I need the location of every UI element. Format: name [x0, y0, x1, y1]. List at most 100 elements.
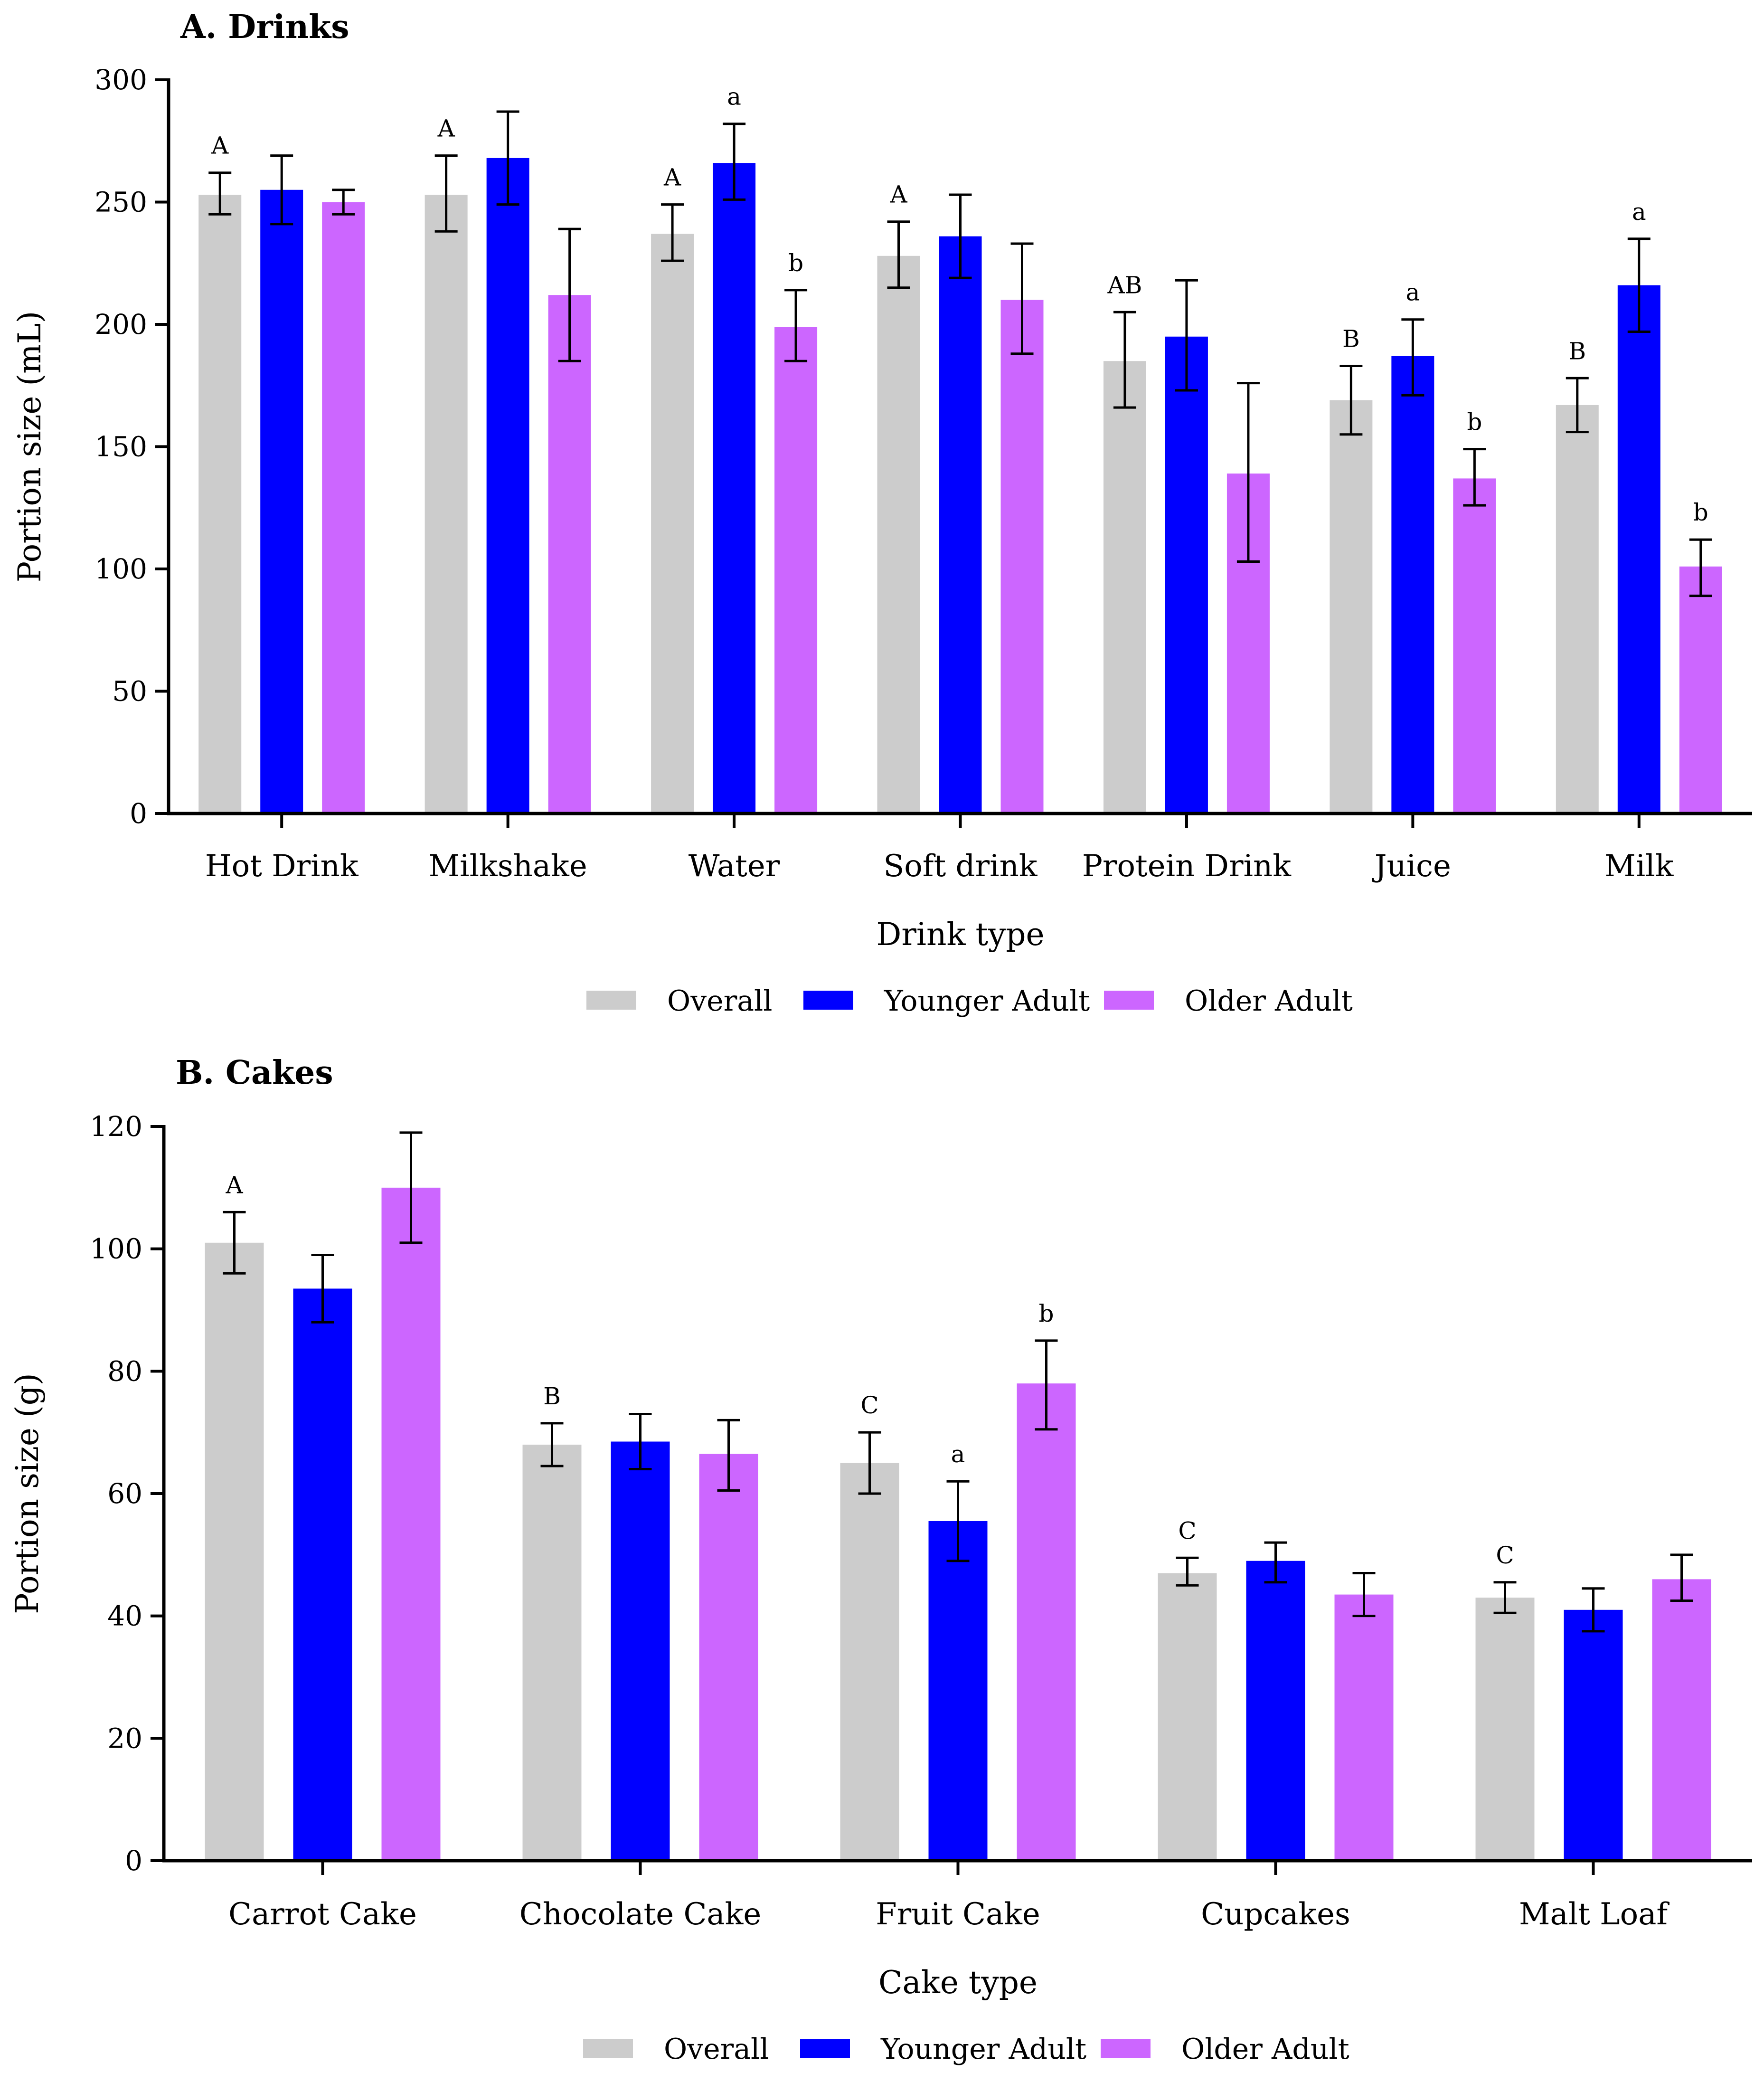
bar-malt-loaf-younger-adult: [1564, 1609, 1623, 1861]
bar-carrot-cake-younger-adult: [293, 1288, 352, 1861]
error-bar: [1463, 448, 1486, 507]
bar-cupcakes-older-adult: [1334, 1594, 1394, 1861]
bar-milk-younger-adult: [1617, 285, 1660, 814]
significance-label: b: [1693, 499, 1708, 526]
bar-soft-drink-older-adult: [1000, 300, 1044, 814]
error-bar: [1352, 1571, 1376, 1618]
panel-cakes: B. Cakes A B Ca b C C 0 20 40 60 80 100 120 Carrot Cak…: [9, 1054, 1752, 2066]
significance-label: AB: [1107, 271, 1142, 299]
significance-label: C: [1496, 1542, 1514, 1569]
x-tick-label: Milk: [1604, 849, 1674, 884]
significance-label: A: [889, 181, 907, 208]
bar-chocolate-cake-older-adult: [699, 1454, 758, 1861]
significance-label: A: [211, 132, 229, 160]
y-tick-label: 50: [112, 675, 147, 708]
bar-milkshake-overall: [424, 195, 468, 814]
bar-milkshake-older-adult: [548, 295, 591, 814]
error-bar: [949, 193, 972, 279]
significance-label: b: [1038, 1300, 1054, 1327]
legend: Overall Younger Adult Older Adult: [586, 984, 1353, 1018]
bar-juice-younger-adult: [1391, 356, 1434, 814]
significance-label: a: [1632, 198, 1646, 226]
error-bar: [496, 110, 519, 206]
significance-label: a: [1406, 279, 1420, 306]
x-tick-label: Carrot Cake: [228, 1897, 417, 1932]
bar-water-overall: [651, 234, 694, 814]
legend-label: Younger Adult: [880, 2033, 1086, 2066]
bar-malt-loaf-older-adult: [1652, 1579, 1711, 1861]
legend-swatch: [803, 991, 853, 1010]
legend-label: Older Adult: [1181, 2033, 1349, 2066]
error-bar: [332, 189, 355, 216]
legend-label: Overall: [664, 2033, 769, 2066]
error-bar: [723, 123, 746, 201]
error-bar: [1689, 538, 1712, 597]
bar-protein-drink-younger-adult: [1165, 336, 1208, 814]
bar-milkshake-younger-adult: [486, 158, 529, 814]
error-bar: [1493, 1581, 1517, 1614]
y-axis-title: Portion size (g): [9, 1373, 46, 1614]
y-tick-label: 40: [107, 1600, 142, 1632]
error-bar: [1176, 1556, 1199, 1587]
error-bar: [717, 1419, 740, 1492]
bar-fruit-cake-younger-adult: [928, 1521, 988, 1861]
x-tick-label: Chocolate Cake: [519, 1897, 761, 1932]
significance-label: a: [951, 1440, 965, 1468]
error-bar: [540, 1422, 564, 1467]
error-bar: [434, 154, 458, 233]
x-tick-label: Water: [689, 849, 780, 884]
bar-fruit-cake-overall: [840, 1463, 899, 1861]
chart-title: A. Drinks: [180, 8, 349, 46]
error-bar: [1264, 1541, 1287, 1584]
error-bar: [1175, 279, 1198, 392]
x-tick-label: Fruit Cake: [876, 1897, 1040, 1932]
legend-swatch: [583, 2039, 633, 2058]
y-tick-label: 300: [94, 64, 147, 96]
bar-chocolate-cake-overall: [522, 1444, 582, 1861]
y-tick-label: 200: [94, 308, 147, 341]
error-bar: [223, 1211, 246, 1275]
bar-hot-drink-younger-adult: [260, 189, 303, 814]
significance-label: A: [663, 164, 681, 191]
error-bar: [1236, 382, 1260, 563]
error-bar: [1010, 242, 1034, 355]
bar-malt-loaf-overall: [1475, 1598, 1535, 1861]
bar-cupcakes-younger-adult: [1246, 1561, 1305, 1861]
y-tick-label: 150: [94, 431, 147, 463]
legend-swatch: [586, 991, 636, 1010]
bar-fruit-cake-older-adult: [1017, 1383, 1076, 1861]
bar-protein-drink-overall: [1103, 361, 1146, 814]
x-tick-label: Milkshake: [429, 849, 587, 884]
error-bar: [1113, 311, 1136, 409]
error-bar: [629, 1413, 652, 1470]
bar-hot-drink-overall: [198, 195, 242, 814]
bar-hot-drink-older-adult: [322, 202, 365, 814]
y-tick-label: 20: [107, 1722, 142, 1754]
bar-juice-older-adult: [1453, 478, 1496, 814]
y-tick-label: 0: [125, 1845, 142, 1877]
error-bar: [784, 289, 808, 362]
x-tick-label: Soft drink: [883, 849, 1038, 884]
x-tick-label: Hot Drink: [205, 849, 359, 884]
bar-milk-older-adult: [1679, 566, 1722, 814]
legend-swatch: [1104, 991, 1154, 1010]
error-bar: [311, 1254, 334, 1324]
significance-label: a: [727, 83, 741, 111]
y-tick-label: 100: [90, 1233, 142, 1265]
legend-swatch: [1101, 2039, 1151, 2058]
bar-carrot-cake-older-adult: [381, 1187, 441, 1861]
error-bar: [1627, 237, 1651, 333]
y-tick-label: 120: [90, 1110, 142, 1143]
bar-soft-drink-younger-adult: [939, 236, 982, 814]
x-tick-label: Cupcakes: [1201, 1897, 1350, 1932]
panel-drinks: A. Drinks A A Aa b A AB Ba b Ba b 0 50 100 150 200 250 30…: [11, 8, 1752, 1018]
legend-swatch: [800, 2039, 850, 2058]
x-axis-title: Drink type: [876, 916, 1044, 953]
x-tick-label: Protein Drink: [1082, 849, 1292, 884]
significance-label: A: [225, 1171, 243, 1199]
legend-label: Younger Adult: [884, 984, 1090, 1018]
significance-label: B: [543, 1382, 561, 1410]
error-bar: [946, 1480, 970, 1562]
error-bar: [1582, 1587, 1605, 1633]
